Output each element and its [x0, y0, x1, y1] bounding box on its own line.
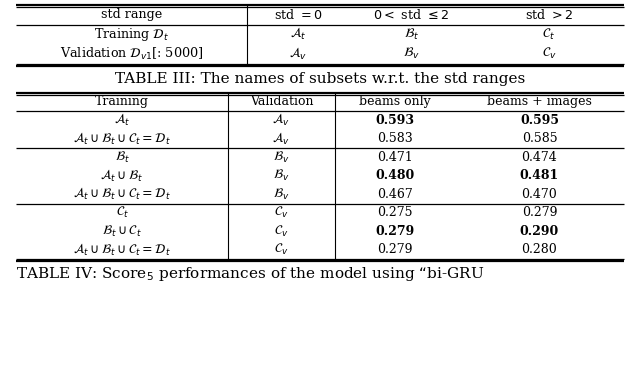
Text: $\mathcal{A}_t \cup \mathcal{B}_t$: $\mathcal{A}_t \cup \mathcal{B}_t$ — [100, 168, 144, 184]
Text: $\mathcal{A}_t$: $\mathcal{A}_t$ — [114, 112, 130, 128]
Text: 0.279: 0.279 — [377, 243, 413, 256]
Text: $\mathcal{C}_v$: $\mathcal{C}_v$ — [275, 224, 289, 239]
Text: TABLE IV: Score$_5$ performances of the model using “bi-GRU: TABLE IV: Score$_5$ performances of the … — [16, 265, 484, 283]
Text: $\mathcal{A}_t \cup \mathcal{B}_t \cup \mathcal{C}_t = \mathcal{D}_t$: $\mathcal{A}_t \cup \mathcal{B}_t \cup \… — [73, 131, 171, 147]
Text: $\mathcal{C}_t$: $\mathcal{C}_t$ — [543, 27, 556, 42]
Text: $\mathcal{B}_v$: $\mathcal{B}_v$ — [273, 168, 290, 183]
Text: $\mathcal{B}_v$: $\mathcal{B}_v$ — [273, 187, 290, 202]
Text: $\mathcal{A}_t \cup \mathcal{B}_t \cup \mathcal{C}_t = \mathcal{D}_t$: $\mathcal{A}_t \cup \mathcal{B}_t \cup \… — [73, 186, 171, 202]
Text: $\mathcal{C}_v$: $\mathcal{C}_v$ — [541, 46, 556, 61]
Text: $\mathcal{B}_v$: $\mathcal{B}_v$ — [273, 150, 290, 165]
Text: 0.474: 0.474 — [522, 151, 557, 164]
Text: beams + images: beams + images — [487, 95, 592, 108]
Text: Validation $\mathcal{D}_{v1}$[: 5000]: Validation $\mathcal{D}_{v1}$[: 5000] — [60, 46, 204, 62]
Text: 0.467: 0.467 — [377, 188, 413, 201]
Text: $\mathcal{A}_t \cup \mathcal{B}_t \cup \mathcal{C}_t = \mathcal{D}_t$: $\mathcal{A}_t \cup \mathcal{B}_t \cup \… — [73, 242, 171, 258]
Text: $\mathcal{C}_t$: $\mathcal{C}_t$ — [116, 205, 129, 220]
Text: 0.470: 0.470 — [522, 188, 557, 201]
Text: Validation: Validation — [250, 95, 313, 108]
Text: $\mathcal{B}_t$: $\mathcal{B}_t$ — [404, 27, 419, 42]
Text: 0.280: 0.280 — [522, 243, 557, 256]
Text: 0.275: 0.275 — [377, 206, 413, 219]
Text: 0.290: 0.290 — [520, 225, 559, 238]
Text: std $> 2$: std $> 2$ — [525, 8, 573, 22]
Text: 0.480: 0.480 — [376, 169, 415, 182]
Text: 0.595: 0.595 — [520, 114, 559, 127]
Text: beams only: beams only — [359, 95, 431, 108]
Text: $\mathcal{B}_t$: $\mathcal{B}_t$ — [115, 150, 129, 165]
Text: 0.279: 0.279 — [522, 206, 557, 219]
Text: 0.593: 0.593 — [376, 114, 415, 127]
Text: 0.481: 0.481 — [520, 169, 559, 182]
Text: 0.585: 0.585 — [522, 132, 557, 145]
Text: $\mathcal{C}_v$: $\mathcal{C}_v$ — [275, 205, 289, 220]
Text: $\mathcal{A}_t$: $\mathcal{A}_t$ — [290, 26, 307, 42]
Text: $\mathcal{C}_v$: $\mathcal{C}_v$ — [275, 242, 289, 257]
Text: $\mathcal{A}_v$: $\mathcal{A}_v$ — [273, 112, 291, 128]
Text: $\mathcal{B}_v$: $\mathcal{B}_v$ — [403, 46, 420, 61]
Text: $0 <$ std $\leq 2$: $0 <$ std $\leq 2$ — [374, 8, 449, 22]
Text: Training: Training — [95, 95, 149, 108]
Text: 0.471: 0.471 — [377, 151, 413, 164]
Text: std range: std range — [101, 8, 162, 21]
Text: std $= 0$: std $= 0$ — [274, 8, 323, 22]
Text: $\mathcal{A}_v$: $\mathcal{A}_v$ — [289, 46, 307, 62]
Text: $\mathcal{A}_v$: $\mathcal{A}_v$ — [273, 131, 291, 147]
Text: $\mathcal{B}_t \cup \mathcal{C}_t$: $\mathcal{B}_t \cup \mathcal{C}_t$ — [102, 224, 142, 239]
Text: TABLE III: The names of subsets w.r.t. the std ranges: TABLE III: The names of subsets w.r.t. t… — [115, 72, 525, 87]
Text: 0.583: 0.583 — [377, 132, 413, 145]
Text: 0.279: 0.279 — [376, 225, 415, 238]
Text: Training $\mathcal{D}_t$: Training $\mathcal{D}_t$ — [94, 26, 169, 43]
